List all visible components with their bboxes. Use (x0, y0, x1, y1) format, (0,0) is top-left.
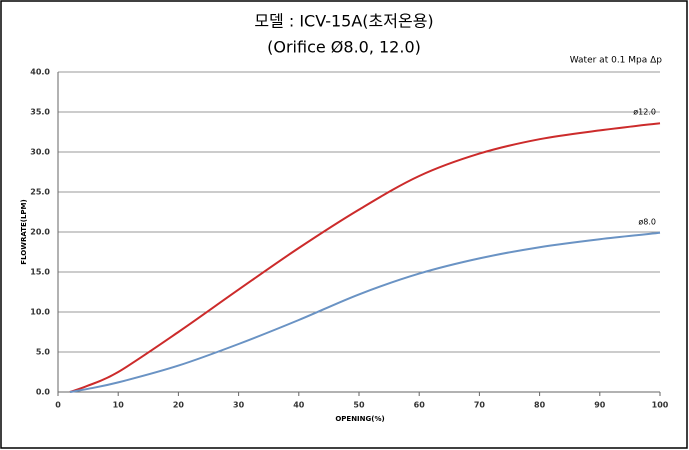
x-axis-label: OPENING(%) (335, 415, 384, 423)
y-tick-label: 40.0 (30, 68, 50, 77)
x-tick-label: 50 (353, 401, 365, 410)
y-tick-label: 10.0 (30, 308, 50, 317)
y-tick-label: 20.0 (30, 228, 50, 237)
x-tick-label: 10 (113, 401, 125, 410)
x-tick-label: 30 (233, 401, 245, 410)
series-line (69, 231, 661, 393)
series-label: ø12.0 (633, 108, 656, 117)
x-tick-label: 40 (293, 401, 305, 410)
y-tick-label: 15.0 (30, 268, 50, 277)
y-tick-label: 35.0 (30, 108, 50, 117)
chart-subtitle: (Orifice Ø8.0, 12.0) (267, 38, 421, 57)
y-axis-label: FLOWRATE(LPM) (20, 199, 28, 264)
series-label: ø8.0 (638, 217, 656, 226)
x-tick-label: 60 (414, 401, 426, 410)
series-line (69, 122, 661, 393)
y-tick-label: 25.0 (30, 188, 50, 197)
chart-title: 모델 : ICV-15A(초저온용) (254, 12, 433, 31)
y-tick-label: 30.0 (30, 148, 50, 157)
x-tick-label: 100 (652, 401, 669, 410)
y-tick-label: 5.0 (36, 348, 51, 357)
x-tick-label: 20 (173, 401, 185, 410)
annotation: Water at 0.1 Mpa Δp (570, 56, 663, 66)
x-tick-label: 90 (594, 401, 606, 410)
x-tick-label: 80 (534, 401, 546, 410)
x-tick-label: 0 (55, 401, 61, 410)
y-tick-label: 0.0 (36, 388, 51, 397)
x-tick-label: 70 (474, 401, 486, 410)
